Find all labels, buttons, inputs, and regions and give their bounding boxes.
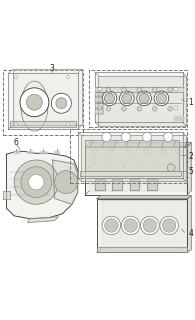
Polygon shape [13, 69, 82, 125]
Circle shape [120, 91, 134, 106]
Polygon shape [95, 92, 103, 96]
Circle shape [14, 160, 58, 204]
Polygon shape [40, 151, 46, 153]
Polygon shape [27, 151, 32, 153]
Circle shape [142, 132, 152, 141]
Circle shape [137, 107, 142, 111]
Circle shape [137, 91, 152, 106]
Text: 1: 1 [188, 98, 193, 107]
Polygon shape [80, 171, 181, 176]
Circle shape [124, 219, 137, 232]
Text: 2: 2 [188, 152, 193, 161]
Circle shape [98, 87, 102, 91]
Circle shape [144, 149, 148, 154]
Circle shape [139, 93, 149, 103]
Polygon shape [95, 97, 103, 102]
Circle shape [27, 94, 42, 110]
Polygon shape [97, 196, 191, 198]
Polygon shape [174, 116, 183, 120]
Polygon shape [54, 151, 59, 153]
Polygon shape [78, 132, 183, 178]
Polygon shape [81, 135, 185, 181]
Polygon shape [85, 140, 179, 171]
Polygon shape [53, 160, 78, 204]
Text: 4: 4 [188, 229, 193, 238]
Polygon shape [130, 179, 139, 190]
Circle shape [102, 132, 111, 141]
Circle shape [21, 167, 52, 197]
Circle shape [122, 87, 126, 92]
Circle shape [122, 93, 132, 103]
Circle shape [106, 107, 111, 111]
Circle shape [121, 132, 130, 141]
Text: 5: 5 [188, 167, 193, 176]
Circle shape [161, 149, 166, 154]
Polygon shape [97, 198, 187, 252]
Circle shape [102, 216, 121, 235]
Circle shape [105, 219, 118, 232]
Circle shape [156, 93, 167, 103]
Polygon shape [147, 179, 157, 190]
Polygon shape [8, 73, 78, 129]
Circle shape [174, 87, 178, 91]
Circle shape [104, 93, 115, 103]
Polygon shape [97, 247, 187, 252]
Circle shape [29, 174, 44, 190]
Circle shape [126, 149, 131, 154]
Circle shape [143, 219, 157, 232]
Circle shape [168, 107, 172, 111]
Text: 3: 3 [49, 64, 54, 73]
Circle shape [106, 87, 111, 92]
Polygon shape [95, 72, 183, 123]
Polygon shape [187, 196, 191, 252]
Circle shape [51, 93, 71, 113]
Polygon shape [10, 122, 76, 127]
Circle shape [121, 216, 140, 235]
Circle shape [154, 91, 169, 106]
Circle shape [176, 149, 180, 154]
Polygon shape [6, 151, 78, 219]
Polygon shape [95, 87, 183, 92]
Circle shape [55, 171, 78, 194]
Circle shape [152, 107, 157, 111]
Circle shape [160, 216, 178, 235]
Circle shape [168, 87, 172, 92]
Polygon shape [89, 143, 191, 191]
Circle shape [174, 106, 178, 110]
Circle shape [164, 132, 173, 141]
Circle shape [66, 123, 70, 126]
Polygon shape [95, 109, 103, 114]
Circle shape [162, 219, 176, 232]
Circle shape [15, 123, 18, 126]
Circle shape [66, 76, 70, 79]
Polygon shape [13, 151, 19, 153]
Polygon shape [95, 103, 103, 108]
Circle shape [98, 106, 102, 110]
Polygon shape [85, 143, 191, 147]
Polygon shape [101, 196, 191, 250]
Polygon shape [98, 76, 186, 126]
Circle shape [122, 107, 126, 111]
Circle shape [56, 98, 67, 109]
Circle shape [137, 87, 142, 92]
Circle shape [109, 149, 114, 154]
Polygon shape [28, 217, 58, 223]
Polygon shape [112, 179, 122, 190]
Polygon shape [187, 143, 191, 195]
Polygon shape [85, 147, 187, 195]
Polygon shape [95, 179, 105, 190]
Circle shape [102, 91, 117, 106]
Text: 6: 6 [14, 138, 19, 147]
Circle shape [152, 87, 157, 92]
Circle shape [93, 149, 97, 154]
Polygon shape [3, 191, 10, 198]
Circle shape [167, 164, 175, 172]
Circle shape [141, 216, 159, 235]
Circle shape [20, 88, 49, 117]
Circle shape [15, 76, 18, 79]
